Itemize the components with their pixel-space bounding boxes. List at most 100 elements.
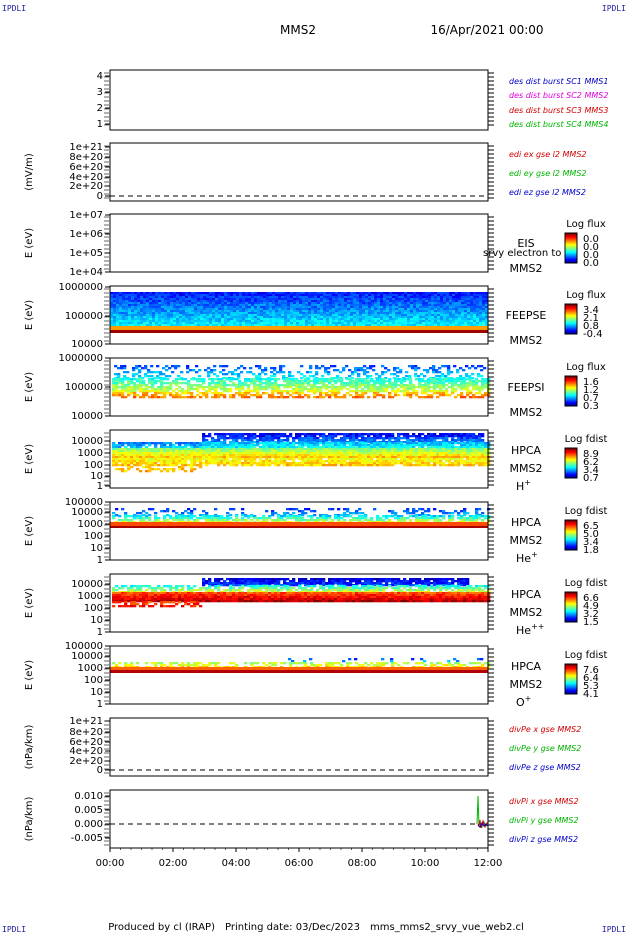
feepsi-cell (369, 365, 373, 368)
feepse-cell (191, 314, 195, 317)
feepsi-cell (244, 384, 248, 387)
feepsi-cell (484, 386, 488, 389)
feepsi-cell (412, 390, 416, 393)
hpca-h-cell (352, 444, 356, 447)
feepsi-cell (288, 375, 292, 378)
feepsi-cell (136, 388, 140, 391)
feepsi-cell (454, 378, 458, 381)
feepse-cell (224, 294, 228, 297)
feepse-cell (299, 302, 303, 305)
feepsi-cell (481, 394, 485, 397)
feepsi-cell (238, 380, 242, 383)
hpca-h-cell (313, 442, 317, 445)
feepse-cell (209, 324, 213, 327)
feepsi-cell (403, 384, 407, 387)
hpca-h-cell (349, 456, 353, 459)
hpca-h-cell (262, 454, 266, 457)
feepse-cell (425, 306, 429, 309)
feepsi-cell (447, 371, 451, 374)
feepse-cell (350, 316, 354, 319)
colorbar-strip (565, 308, 577, 310)
feepse-cell (173, 298, 177, 301)
feepse-cell (257, 298, 261, 301)
feepse-cell (221, 292, 225, 295)
hpca-h-cell (352, 448, 356, 451)
hpca-h-cell (190, 450, 194, 453)
feepse-cell (227, 320, 231, 323)
feepse-cell (311, 306, 315, 309)
feepsi-cell (121, 382, 125, 385)
feepsi-cell (459, 367, 463, 370)
feepse-cell (182, 314, 186, 317)
feepse-cell (386, 310, 390, 313)
hpca-h-cell (325, 437, 329, 440)
feepsi-cell (253, 382, 257, 385)
hpca-h-cell (124, 448, 128, 451)
hpca-h-cell (292, 452, 296, 455)
feepsi-cell (286, 380, 290, 383)
feepse-cell (458, 304, 462, 307)
feepse-cell (425, 318, 429, 321)
feepse-cell (317, 294, 321, 297)
colorbar-strip (565, 241, 577, 243)
hpca-h-cell (379, 452, 383, 455)
feepse-cell (278, 312, 282, 315)
feepse-cell (119, 296, 123, 299)
colorbar-tick: 2.1 (583, 313, 599, 324)
feepse-cell (395, 296, 399, 299)
hpca-h-cell (262, 444, 266, 447)
feepse-cell (434, 318, 438, 321)
colorbar-strip (565, 382, 577, 384)
feepse-cell (452, 300, 456, 303)
feepse-cell (233, 312, 237, 315)
feepse-cell (464, 292, 468, 295)
hpca-h-cell (373, 448, 377, 451)
hpca-h-cell (277, 433, 281, 436)
hpca-h-cell (202, 439, 206, 442)
feepsi-cell (301, 390, 305, 393)
feepse-cell (416, 296, 420, 299)
feepsi-cell (148, 390, 152, 393)
feepse-cell (341, 324, 345, 327)
feepse-cell (464, 302, 468, 305)
feepsi-cell (147, 375, 151, 378)
feepse-cell (443, 324, 447, 327)
hpca-h-cell (175, 454, 179, 457)
hpca-h-cell (199, 456, 203, 459)
hpca-h-cell (382, 452, 386, 455)
feepse-cell (272, 314, 276, 317)
hpca-h-cell (349, 452, 353, 455)
hpca-h-cell (280, 456, 284, 459)
feepsi-cell (162, 373, 166, 376)
hpca-h-cell (304, 452, 308, 455)
feepse-cell (134, 306, 138, 309)
feepse-cell (338, 292, 342, 295)
feepsi-cell (438, 375, 442, 378)
feepse-cell (479, 304, 483, 307)
hpca-h-cell (439, 448, 443, 451)
feepse-cell (128, 322, 132, 325)
feepse-cell (380, 298, 384, 301)
feepsi-cell (360, 369, 364, 372)
feepse-cell (299, 310, 303, 313)
colorbar-strip (565, 255, 577, 257)
hpca-h-cell (301, 450, 305, 453)
hpca-h-cell (334, 444, 338, 447)
feepse-cell (140, 300, 144, 303)
feepse-cell (446, 294, 450, 297)
feepse-cell (449, 318, 453, 321)
colorbar-strip (565, 236, 577, 238)
hpca-h-cell (289, 444, 293, 447)
feepse-cell (224, 322, 228, 325)
feepsi-cell (160, 396, 164, 399)
feepse-cell (377, 298, 381, 301)
feepse-cell (326, 324, 330, 327)
feepse-cell (470, 294, 474, 297)
hpca-h-cell (271, 437, 275, 440)
feepse-cell (377, 312, 381, 315)
hpca-h-cell (307, 450, 311, 453)
hpca-h-cell (169, 444, 173, 447)
feepse-cell (158, 292, 162, 295)
feepse-cell (485, 320, 489, 323)
feepsi-cell (376, 390, 380, 393)
